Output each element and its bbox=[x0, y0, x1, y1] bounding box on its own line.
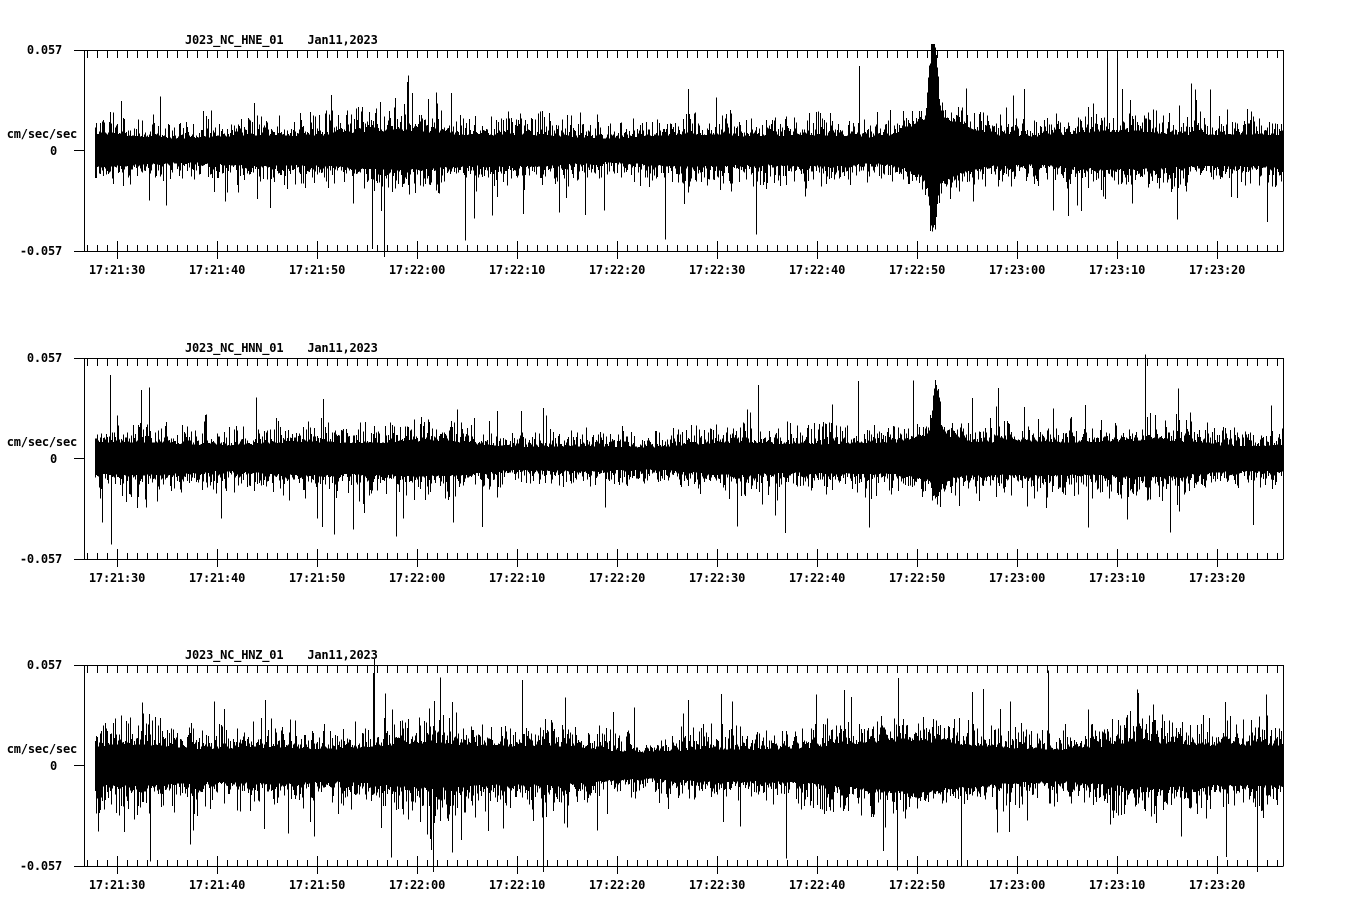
axis-ticks bbox=[87, 666, 1278, 874]
waveform-trace bbox=[95, 354, 1284, 545]
waveform-trace bbox=[95, 658, 1284, 873]
plot-box bbox=[74, 50, 1284, 252]
axis-ticks bbox=[87, 51, 1278, 259]
axis-ticks bbox=[87, 359, 1278, 567]
plot-box bbox=[74, 665, 1284, 867]
plot-box bbox=[74, 358, 1284, 560]
waveform-trace bbox=[95, 43, 1284, 258]
